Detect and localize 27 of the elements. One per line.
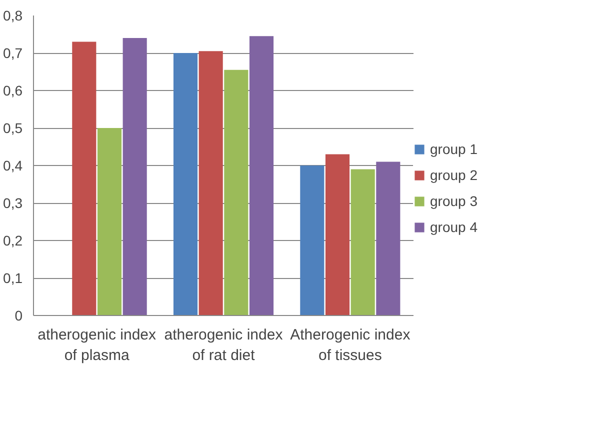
- bar: [224, 70, 248, 316]
- y-tick-label: 0,2: [3, 232, 23, 248]
- x-tick-label: atherogenic index of rat diet: [164, 326, 284, 364]
- bar: [72, 42, 96, 316]
- legend-label: group 4: [430, 219, 478, 235]
- y-tick-label: 0,8: [3, 8, 23, 24]
- x-tick-label: atherogenic index of plasma: [38, 326, 157, 364]
- legend-label: group 1: [430, 141, 478, 157]
- bar: [376, 162, 400, 316]
- bar: [97, 128, 122, 316]
- y-tick-label: 0,5: [3, 120, 23, 136]
- bar: [122, 38, 147, 316]
- bar: [198, 51, 223, 316]
- y-tick-label: 0,6: [3, 82, 23, 98]
- y-tick-label: 0,7: [3, 45, 23, 61]
- y-tick-label: 0,1: [3, 270, 23, 286]
- bar: [350, 169, 375, 316]
- x-tick-label: Atherogenic index of tissues: [290, 326, 411, 364]
- y-tick-label: 0: [14, 308, 23, 324]
- y-tick-label: 0,4: [3, 158, 23, 174]
- bar: [249, 36, 274, 316]
- legend-label: group 3: [430, 193, 478, 209]
- bar: [325, 154, 350, 316]
- bar: [173, 53, 198, 316]
- legend-label: group 2: [430, 167, 478, 183]
- bar: [300, 166, 324, 316]
- y-tick-label: 0,3: [3, 195, 23, 211]
